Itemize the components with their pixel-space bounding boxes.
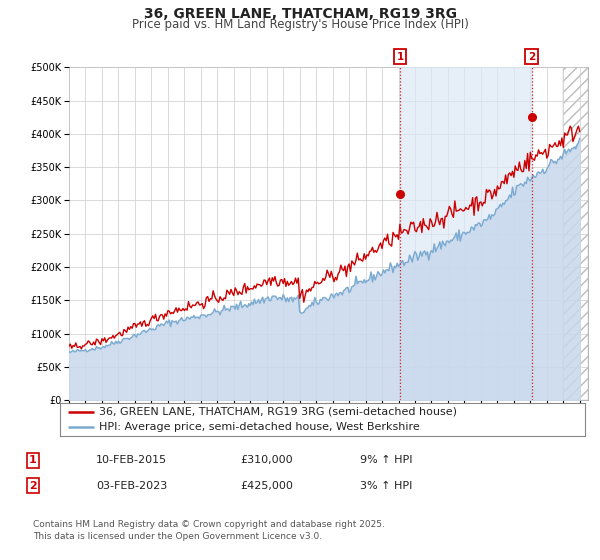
- Text: 10-FEB-2015: 10-FEB-2015: [96, 455, 167, 465]
- Text: Contains HM Land Registry data © Crown copyright and database right 2025.
This d: Contains HM Land Registry data © Crown c…: [33, 520, 385, 541]
- Text: 2: 2: [29, 480, 37, 491]
- Text: £310,000: £310,000: [240, 455, 293, 465]
- Text: HPI: Average price, semi-detached house, West Berkshire: HPI: Average price, semi-detached house,…: [100, 422, 420, 432]
- Text: 36, GREEN LANE, THATCHAM, RG19 3RG: 36, GREEN LANE, THATCHAM, RG19 3RG: [143, 7, 457, 21]
- Text: 1: 1: [29, 455, 37, 465]
- Text: 1: 1: [397, 52, 404, 62]
- Text: 03-FEB-2023: 03-FEB-2023: [96, 480, 167, 491]
- Text: 2: 2: [528, 52, 535, 62]
- Text: 9% ↑ HPI: 9% ↑ HPI: [360, 455, 413, 465]
- Text: £425,000: £425,000: [240, 480, 293, 491]
- Text: Price paid vs. HM Land Registry's House Price Index (HPI): Price paid vs. HM Land Registry's House …: [131, 18, 469, 31]
- Text: 36, GREEN LANE, THATCHAM, RG19 3RG (semi-detached house): 36, GREEN LANE, THATCHAM, RG19 3RG (semi…: [100, 407, 457, 417]
- Text: 3% ↑ HPI: 3% ↑ HPI: [360, 480, 412, 491]
- Bar: [400, 67, 532, 400]
